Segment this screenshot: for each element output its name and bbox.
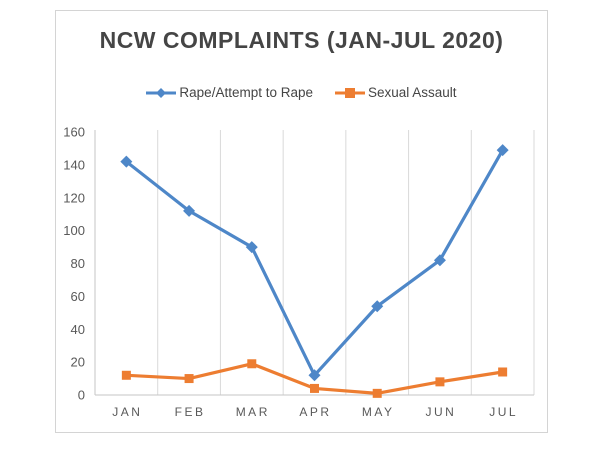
y-tick-label: 140	[63, 157, 85, 172]
y-tick-label: 20	[71, 355, 85, 370]
data-point-marker	[498, 367, 508, 377]
legend-item: Rape/Attempt to Rape	[146, 85, 313, 100]
y-tick-label: 120	[63, 190, 85, 205]
x-tick-label: MAY	[362, 405, 395, 419]
data-point-marker	[496, 144, 509, 157]
legend-label: Sexual Assault	[368, 85, 457, 100]
y-tick-label: 160	[63, 125, 85, 140]
legend-label: Rape/Attempt to Rape	[179, 85, 313, 100]
data-point-marker	[245, 241, 258, 254]
x-tick-label: FEB	[175, 405, 206, 419]
data-point-marker	[310, 383, 319, 393]
data-point-marker	[435, 377, 445, 387]
legend-diamond-marker-icon	[146, 87, 177, 98]
x-tick-label: JUL	[489, 405, 518, 419]
y-tick-label: 100	[63, 223, 85, 238]
data-point-marker	[184, 374, 194, 384]
x-tick-label: MAR	[236, 405, 270, 419]
legend-item: Sexual Assault	[335, 85, 457, 100]
chart-title: NCW COMPLAINTS (JAN-JUL 2020)	[99, 27, 504, 53]
y-tick-label: 80	[71, 256, 85, 271]
data-point-marker	[308, 369, 321, 382]
chart-frame: 0 20 40 60 80 100 120 140 160 JAN FEB MAR APR MAY JUN J…	[55, 10, 548, 433]
data-point-marker	[371, 300, 384, 313]
x-tick-label: JUN	[426, 405, 457, 419]
plot-area: 0 20 40 60 80 100 120 140 160 JAN FEB MAR APR MAY JUN J…	[63, 125, 535, 419]
y-tick-label: 60	[71, 289, 85, 304]
data-point-marker	[372, 388, 382, 398]
series-line-rape-attempt	[124, 148, 505, 377]
x-tick-label: JAN	[112, 405, 142, 419]
y-tick-label: 40	[71, 322, 85, 337]
legend-marker-shape	[345, 87, 355, 98]
data-point-marker	[120, 155, 133, 168]
x-tick-label: APR	[299, 405, 331, 419]
legend-marker-shape	[156, 87, 167, 98]
data-point-marker	[433, 254, 446, 267]
data-point-marker	[121, 370, 131, 380]
legend: Rape/Attempt to Rape Sexual Assault	[56, 85, 547, 100]
data-point-marker	[247, 359, 257, 369]
data-point-marker	[183, 204, 196, 217]
y-tick-label: 0	[78, 388, 85, 403]
legend-square-marker-icon	[335, 87, 365, 98]
